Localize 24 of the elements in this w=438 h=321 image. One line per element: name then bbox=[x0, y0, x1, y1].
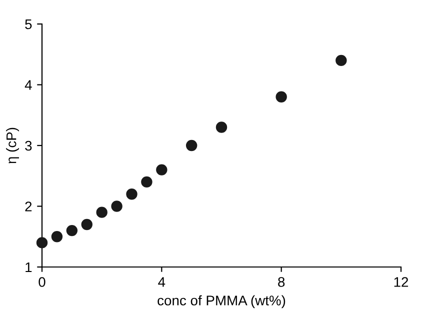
point bbox=[36, 237, 48, 248]
y-axis-title: η (cP) bbox=[6, 128, 19, 164]
x-tick-label: 4 bbox=[158, 277, 166, 287]
point bbox=[141, 176, 152, 188]
point bbox=[336, 54, 347, 66]
point bbox=[81, 218, 92, 230]
point bbox=[186, 140, 198, 152]
y-tick-label: 1 bbox=[26, 262, 32, 272]
y-tick-label: 3 bbox=[25, 140, 32, 151]
point bbox=[111, 200, 122, 212]
point bbox=[216, 122, 228, 133]
y-tick-label: 5 bbox=[25, 19, 32, 30]
point bbox=[66, 224, 78, 236]
point bbox=[276, 91, 287, 103]
point bbox=[156, 164, 168, 176]
x-tick-label: 8 bbox=[278, 277, 285, 287]
x-axis-title: conc of PMMA (wt%) bbox=[158, 295, 286, 308]
y-tick-label: 4 bbox=[24, 80, 32, 90]
point bbox=[126, 188, 138, 200]
x-tick-label: 12 bbox=[394, 277, 408, 287]
point bbox=[96, 206, 108, 218]
point bbox=[51, 231, 63, 242]
x-tick-label: 0 bbox=[38, 277, 46, 287]
y-tick-label: 2 bbox=[25, 202, 32, 212]
